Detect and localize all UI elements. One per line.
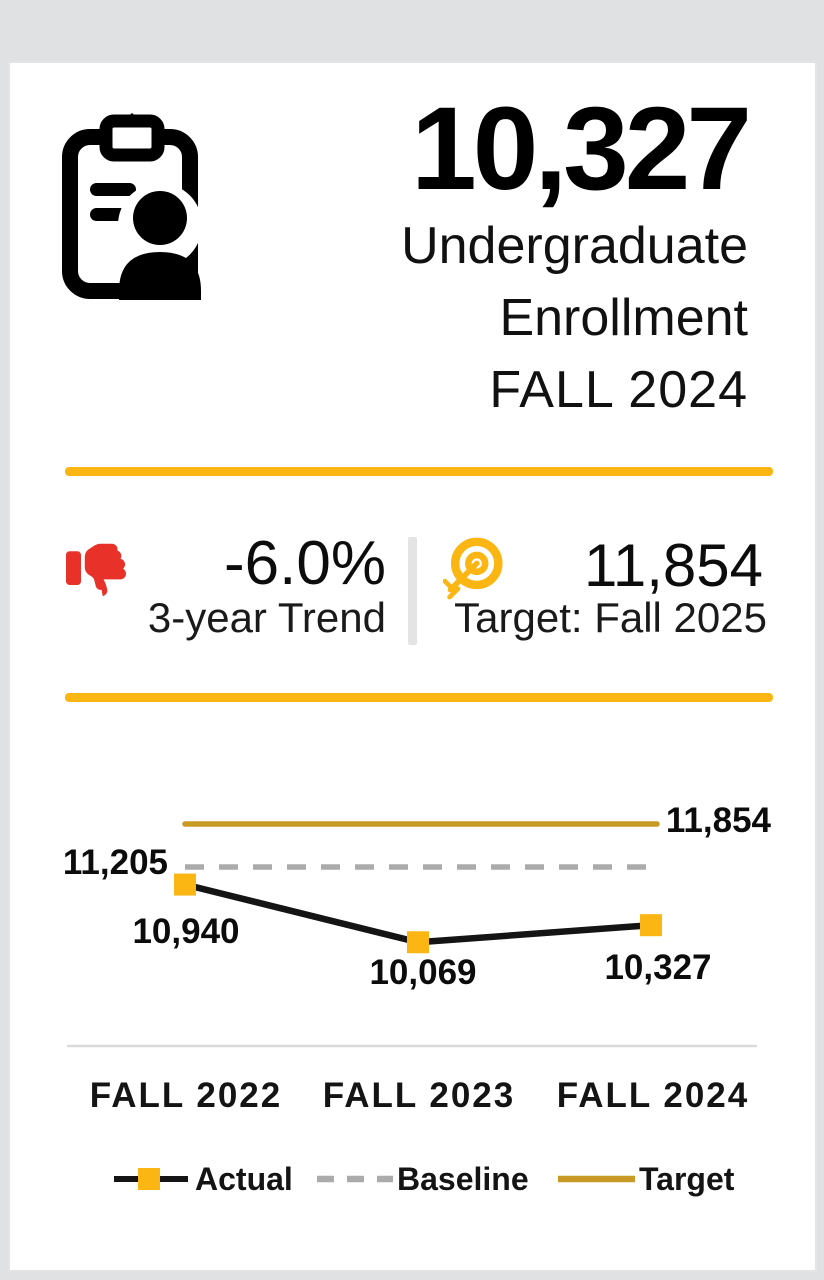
legend-label-target: Target: [639, 1161, 735, 1197]
kpi-title: Undergraduate Enrollment FALL 2024: [401, 210, 748, 426]
data-point-marker: [174, 873, 196, 896]
data-point-label: 10,069: [369, 953, 477, 992]
target-line-label: 11,854: [665, 801, 771, 840]
section-divider-top: [65, 467, 773, 476]
stats-vertical-divider: [408, 537, 417, 645]
x-axis-label: FALL 2022: [89, 1076, 283, 1115]
kpi-value: 10,327: [411, 83, 752, 215]
data-point-marker: [407, 931, 429, 954]
kpi-title-line2: Enrollment: [499, 289, 748, 347]
trend-line-chart: [67, 821, 757, 1048]
enrollment-roster-icon: [62, 113, 202, 300]
trend-value: -6.0%: [224, 529, 386, 598]
legend-label-baseline: Baseline: [397, 1161, 529, 1197]
x-axis-label: FALL 2023: [322, 1076, 516, 1115]
enrollment-kpi-card: 10,327 Undergraduate Enrollment FALL 202…: [8, 61, 817, 1272]
section-divider-bottom: [65, 693, 773, 702]
data-point-label: 10,940: [132, 912, 240, 951]
legend-baseline-swatch: [317, 1175, 393, 1183]
trend-label: 3-year Trend: [147, 594, 386, 641]
bullseye-target-icon: [443, 537, 503, 600]
target-value: 11,854: [583, 532, 763, 599]
target-label: Target: Fall 2025: [454, 594, 767, 641]
legend-actual-swatch: [114, 1168, 188, 1190]
data-point-marker: [640, 914, 662, 937]
kpi-title-line1: Undergraduate: [401, 217, 748, 275]
x-axis-label: FALL 2024: [556, 1076, 750, 1115]
data-point-label: 10,327: [604, 948, 712, 987]
baseline-line-label: 11,205: [62, 843, 168, 882]
kpi-subtitle: FALL 2024: [489, 361, 748, 419]
thumbs-down-icon: [66, 543, 126, 597]
legend-target-swatch: [558, 1175, 635, 1183]
legend-label-actual: Actual: [195, 1161, 293, 1197]
